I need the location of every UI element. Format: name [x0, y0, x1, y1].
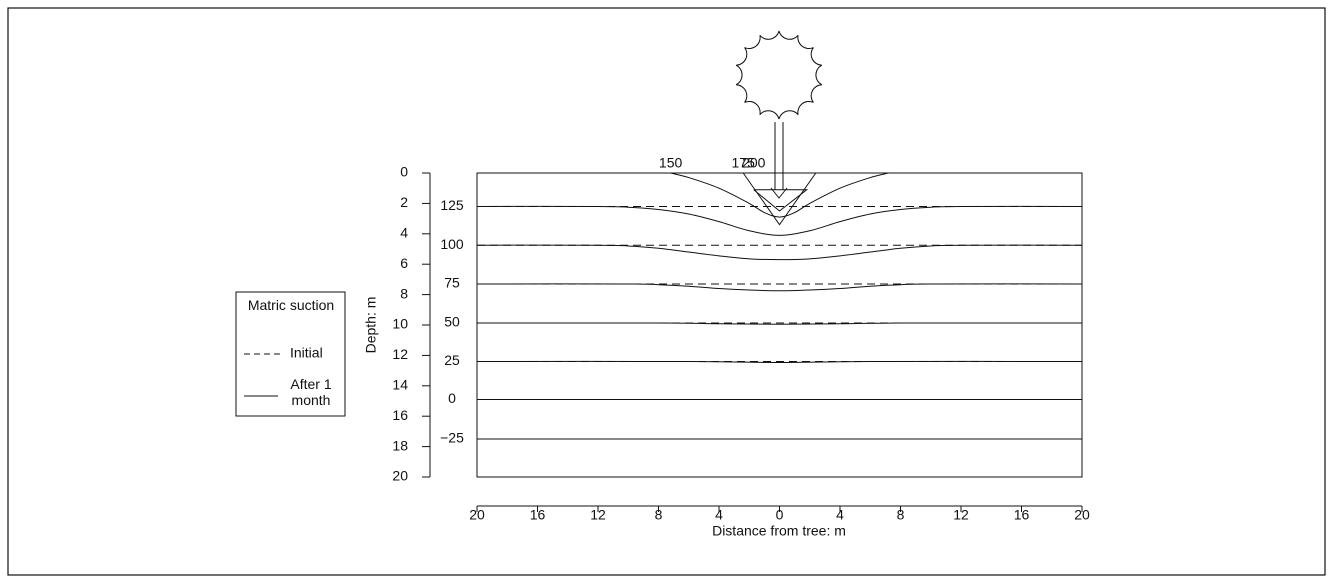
plot-area — [476, 172, 1083, 478]
y-tick-label: 10 — [392, 316, 408, 332]
y-tick-label: 20 — [392, 468, 408, 484]
after-contour — [670, 172, 889, 218]
y-tick-label: 14 — [392, 377, 408, 393]
frame — [7, 7, 1326, 576]
x-tick-label: 12 — [953, 507, 969, 523]
x-tick-label: 8 — [655, 507, 663, 523]
contour-label: 200 — [742, 155, 766, 171]
y-tick-label: 12 — [392, 346, 408, 362]
y-tick-label: 0 — [400, 164, 408, 180]
tree-crown — [735, 30, 823, 120]
after-contour — [476, 322, 1083, 325]
y-tick-label: 2 — [400, 194, 408, 210]
legend-box — [235, 291, 346, 417]
y-tick-label: 8 — [400, 285, 408, 301]
legend-after-box: After 1 month — [290, 376, 332, 408]
legend-title: Matric suction — [247, 297, 335, 313]
x-tick-label: 8 — [897, 507, 905, 523]
x-tick-label: 16 — [1014, 507, 1030, 523]
contour-label: 150 — [659, 155, 683, 171]
after-contour — [476, 360, 1083, 364]
x-tick-label: 4 — [836, 507, 844, 523]
x-tick-label: 16 — [530, 507, 546, 523]
after-contour — [476, 283, 1083, 292]
x-tick-label: 12 — [590, 507, 606, 523]
x-tick-label: 20 — [1074, 507, 1090, 523]
tree-arrow — [770, 187, 788, 199]
contour-label: 175 — [732, 155, 756, 171]
contour-label: 75 — [444, 275, 460, 291]
tree — [735, 30, 823, 199]
contour-label: 100 — [440, 236, 464, 252]
x-tick-label: 20 — [469, 507, 485, 523]
contour-label: 125 — [440, 197, 464, 213]
y-axis-title: Depth: m — [363, 297, 379, 354]
y-tick-label: 16 — [392, 407, 408, 423]
legend-initial: Initial — [290, 345, 323, 361]
contour-label: 25 — [444, 352, 460, 368]
legend-title-box: Matric suction — [247, 297, 335, 313]
x-tick-label: 4 — [715, 507, 723, 523]
legend: Matric suction Initial After 1 month — [235, 291, 346, 417]
legend-after: After 1 month — [290, 376, 332, 408]
after-contour — [476, 205, 1083, 236]
x-axis-title: Distance from tree: m — [712, 523, 846, 539]
x-tick-label: 0 — [776, 507, 784, 523]
after-contour — [742, 172, 817, 226]
contour-label: 0 — [448, 390, 456, 406]
y-tick-label: 18 — [392, 437, 408, 453]
after-contour — [753, 189, 809, 212]
contour-label: −25 — [440, 430, 464, 446]
contour-label: 50 — [444, 314, 460, 330]
after-contour — [476, 244, 1083, 261]
y-tick-label: 4 — [400, 225, 408, 241]
y-tick-label: 6 — [400, 255, 408, 271]
